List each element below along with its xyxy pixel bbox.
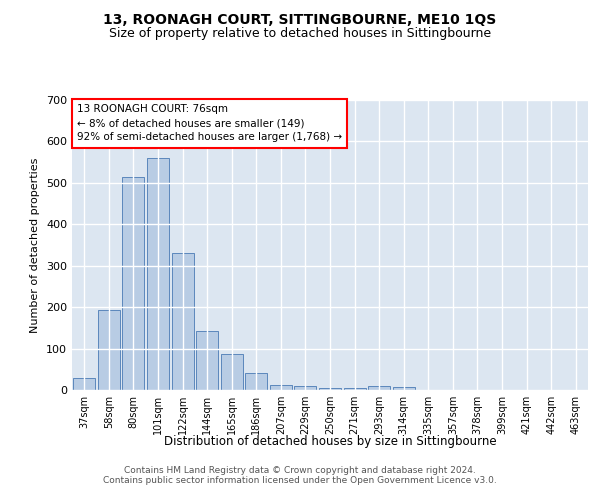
Text: Size of property relative to detached houses in Sittingbourne: Size of property relative to detached ho… (109, 28, 491, 40)
Bar (73, 378, 95, 390)
Y-axis label: Number of detached properties: Number of detached properties (31, 158, 40, 332)
Bar (270, 384, 292, 390)
Bar (147, 158, 169, 390)
Bar (368, 386, 390, 390)
Text: Distribution of detached houses by size in Sittingbourne: Distribution of detached houses by size … (164, 435, 496, 448)
Bar (196, 331, 218, 390)
Bar (344, 388, 365, 390)
Bar (98, 310, 120, 390)
Bar (122, 176, 145, 390)
Bar (319, 388, 341, 390)
Bar (221, 354, 243, 390)
Bar (392, 386, 415, 390)
Bar (172, 254, 194, 390)
Bar (245, 374, 268, 390)
Text: Contains HM Land Registry data © Crown copyright and database right 2024.
Contai: Contains HM Land Registry data © Crown c… (103, 466, 497, 485)
Text: 13 ROONAGH COURT: 76sqm
← 8% of detached houses are smaller (149)
92% of semi-de: 13 ROONAGH COURT: 76sqm ← 8% of detached… (77, 104, 342, 142)
Bar (295, 386, 316, 390)
Text: 13, ROONAGH COURT, SITTINGBOURNE, ME10 1QS: 13, ROONAGH COURT, SITTINGBOURNE, ME10 1… (103, 12, 497, 26)
